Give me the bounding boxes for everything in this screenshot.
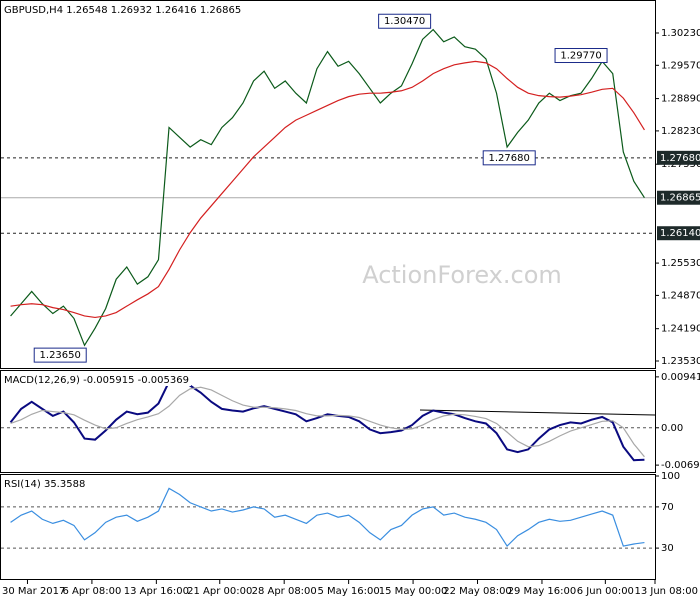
x-tick-label: 28 Apr 08:00: [252, 586, 317, 597]
y-tick-label: 30: [661, 543, 674, 554]
level-tag: [657, 226, 700, 241]
panel-frame: [0, 474, 656, 580]
title-bg: [2, 3, 244, 16]
y-tick-label: -0.006906: [661, 460, 700, 471]
series-line: [9, 376, 645, 462]
x-tick-label: 13 Jun 08:00: [634, 586, 698, 597]
annotation-label: 1.30470: [384, 16, 425, 27]
y-tick-label: 0.009418: [661, 372, 700, 383]
panel-title: GBPUSD,H4 1.26548 1.26932 1.26416 1.2686…: [4, 5, 241, 16]
y-tick-label: 1.24870: [661, 290, 700, 301]
x-tick-label: 30 Mar 2017: [2, 586, 65, 597]
y-tick-label: 1.30230: [661, 28, 700, 39]
series-line: [10, 60, 645, 319]
panel-title: RSI(14) 35.3588: [4, 479, 85, 490]
level-label: 1.26140: [660, 228, 700, 239]
annotation-label: 1.27680: [489, 153, 530, 164]
trend-line: [419, 409, 656, 416]
x-tick-label: 6 Jun 00:00: [577, 586, 634, 597]
y-tick-label: 1.23530: [661, 356, 700, 367]
level-tag: [657, 190, 700, 205]
annotation-box: [554, 48, 608, 64]
y-tick-label: 1.25530: [661, 258, 700, 269]
level-tag: [657, 150, 700, 165]
y-tick-label: 1.24190: [661, 324, 700, 335]
level-label: 1.27680: [660, 153, 700, 164]
level-label: 1.26865: [660, 193, 700, 204]
x-tick-label: 15 May 00:00: [379, 586, 448, 597]
y-tick-label: 1.28890: [661, 94, 700, 105]
panel-title: MACD(12,26,9) -0.005915 -0.005369: [4, 375, 189, 386]
y-tick-label: 70: [661, 502, 674, 513]
annotation-label: 1.29770: [560, 51, 601, 62]
title-bg: [2, 373, 191, 386]
y-tick-label: 1.29570: [661, 60, 700, 71]
panel-frame: [0, 370, 656, 473]
annotation-box: [482, 150, 536, 166]
x-tick-label: 5 May 16:00: [318, 586, 380, 597]
x-tick-label: 21 Apr 00:00: [187, 586, 252, 597]
annotation-label: 1.23650: [40, 350, 81, 361]
x-tick-label: 13 Apr 16:00: [124, 586, 189, 597]
x-tick-label: 22 May 08:00: [443, 586, 512, 597]
y-tick-label: 100: [661, 471, 680, 482]
series-line: [10, 386, 645, 458]
panel-frame: [0, 0, 656, 369]
annotation-box: [378, 13, 432, 29]
y-tick-label: 0.00: [661, 423, 683, 434]
x-tick-label: 6 Apr 08:00: [62, 586, 121, 597]
series-line: [10, 487, 645, 547]
title-bg: [2, 477, 88, 490]
watermark: ActionForex.com: [362, 261, 562, 289]
series-line: [10, 28, 645, 347]
y-tick-label: 1.28230: [661, 126, 700, 137]
x-tick-label: 29 May 16:00: [508, 586, 577, 597]
annotation-box: [33, 347, 87, 363]
